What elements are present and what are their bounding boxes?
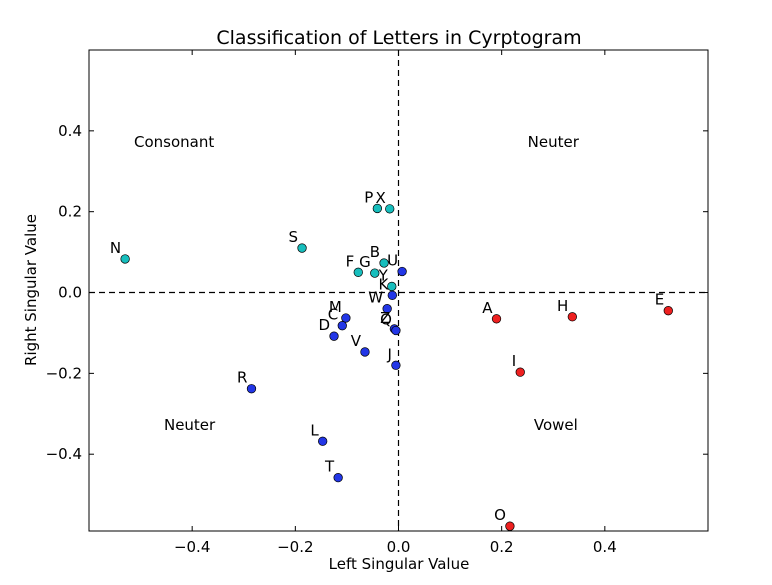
point-label: X bbox=[375, 189, 385, 207]
y-axis-label: Right Singular Value bbox=[22, 214, 40, 366]
point-y bbox=[387, 281, 397, 292]
point-m bbox=[341, 313, 351, 323]
point-label: L bbox=[310, 421, 319, 439]
point-label: P bbox=[364, 188, 373, 206]
point-s bbox=[297, 243, 307, 253]
y-tick-label: −0.4 bbox=[46, 445, 82, 463]
point-i bbox=[515, 367, 525, 377]
point-label: K bbox=[378, 275, 389, 293]
point-u bbox=[397, 266, 407, 277]
point-label: R bbox=[237, 369, 247, 387]
x-tick-label: −0.4 bbox=[174, 538, 210, 556]
point-label: F bbox=[346, 252, 355, 270]
point-label: A bbox=[482, 299, 493, 317]
x-tick-label: 0.2 bbox=[490, 538, 514, 556]
point-e bbox=[663, 306, 673, 316]
data-points bbox=[120, 203, 673, 531]
region-label: Neuter bbox=[528, 133, 580, 151]
point-a bbox=[491, 314, 502, 324]
point-label: S bbox=[289, 228, 299, 246]
point-q bbox=[391, 325, 401, 336]
point-f bbox=[353, 267, 363, 277]
point-b bbox=[379, 258, 389, 268]
point-label: N bbox=[110, 239, 121, 257]
y-tick-label: −0.2 bbox=[46, 364, 82, 382]
y-tick-label: 0.2 bbox=[58, 203, 82, 221]
point-j bbox=[391, 360, 401, 370]
point-label: E bbox=[655, 291, 664, 309]
point-g bbox=[370, 268, 380, 278]
point-label: O bbox=[494, 506, 506, 524]
point-o bbox=[505, 521, 515, 531]
region-label: Consonant bbox=[134, 133, 214, 151]
point-label: Y bbox=[378, 266, 389, 284]
point-label: J bbox=[386, 345, 391, 363]
region-label: Neuter bbox=[164, 416, 216, 434]
point-label: V bbox=[351, 332, 362, 350]
reference-lines bbox=[89, 50, 708, 531]
x-tick-label: 0.0 bbox=[387, 538, 411, 556]
point-h bbox=[567, 312, 577, 322]
point-label: Z bbox=[380, 309, 390, 327]
x-tick-label: 0.4 bbox=[593, 538, 617, 556]
point-k bbox=[387, 290, 397, 301]
x-tick-label: −0.2 bbox=[277, 538, 313, 556]
point-n bbox=[120, 254, 130, 264]
point-label: Q bbox=[380, 311, 392, 329]
point-label: G bbox=[359, 253, 371, 271]
point-x bbox=[385, 204, 395, 214]
point-c bbox=[337, 321, 347, 331]
chart-title: Classification of Letters in Cyrptogram bbox=[216, 27, 581, 49]
point-label: B bbox=[370, 243, 380, 261]
region-label: Vowel bbox=[534, 416, 578, 434]
point-label: M bbox=[329, 298, 342, 316]
point-label: I bbox=[512, 352, 516, 370]
y-tick-label: 0.0 bbox=[58, 284, 82, 302]
point-d bbox=[329, 331, 339, 341]
region-labels: Consonant Neuter Neuter Vowel bbox=[134, 133, 580, 434]
point-v bbox=[360, 347, 370, 357]
point-label: D bbox=[318, 316, 330, 334]
y-tick-label: 0.4 bbox=[58, 122, 82, 140]
point-r bbox=[246, 384, 257, 394]
point-p bbox=[372, 203, 383, 214]
point-l bbox=[318, 436, 328, 446]
point-t bbox=[333, 472, 343, 483]
point-label: U bbox=[387, 252, 398, 270]
point-label: W bbox=[368, 289, 383, 307]
x-axis-label: Left Singular Value bbox=[329, 555, 470, 573]
point-w bbox=[382, 304, 392, 314]
axis-ticks: −0.4 −0.2 0.0 0.2 0.4 0.4 0.2 0.0 −0.2 −0.4 bbox=[46, 50, 708, 556]
point-label: C bbox=[328, 306, 338, 324]
point-label: T bbox=[324, 458, 335, 476]
point-label: H bbox=[557, 297, 568, 315]
